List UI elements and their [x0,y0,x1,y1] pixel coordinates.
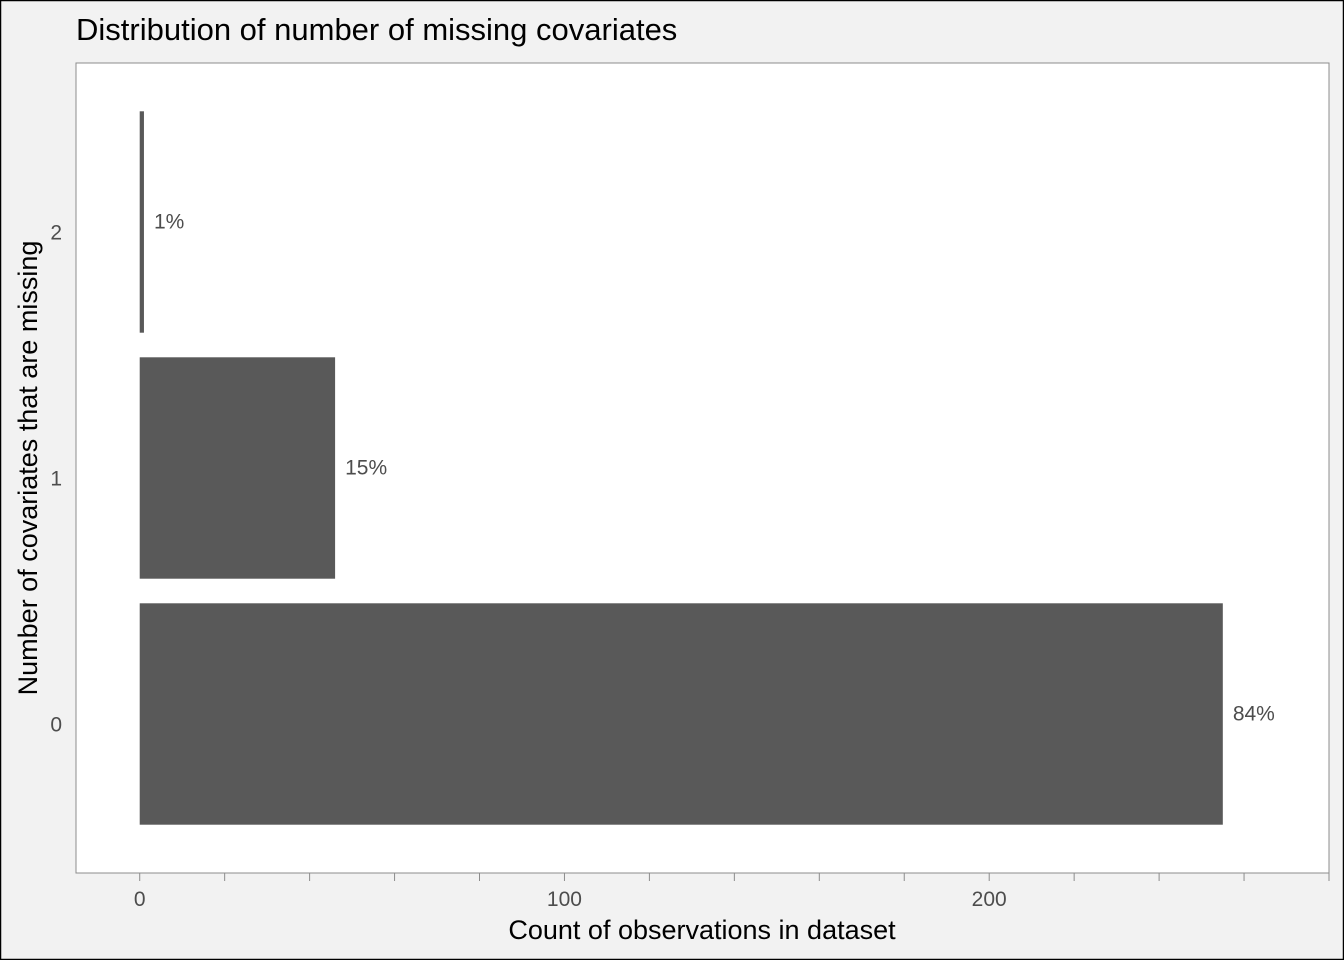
x-tick-label-100: 100 [547,888,582,911]
x-axis: 0 100 200 [134,873,1330,911]
y-axis-title: Number of covariates that are missing [13,241,43,696]
bar-0 [139,603,1223,825]
x-tick-label-0: 0 [134,888,146,911]
y-tick-label-0: 0 [50,714,62,737]
y-tick-label-1: 1 [50,468,62,491]
y-tick-label-2: 2 [50,222,62,245]
y-axis: 0 1 2 [50,222,62,737]
data-label-1: 15% [345,457,387,480]
data-labels-layer: 84% 15% 1% [154,211,1275,726]
bars-layer [139,111,1223,825]
bar-1 [139,357,336,579]
data-label-2: 1% [154,211,184,234]
chart-title: Distribution of number of missing covari… [76,12,677,47]
data-label-0: 84% [1233,703,1275,726]
x-tick-label-200: 200 [972,888,1007,911]
x-axis-title: Count of observations in dataset [508,915,896,945]
bar-2 [139,111,144,333]
